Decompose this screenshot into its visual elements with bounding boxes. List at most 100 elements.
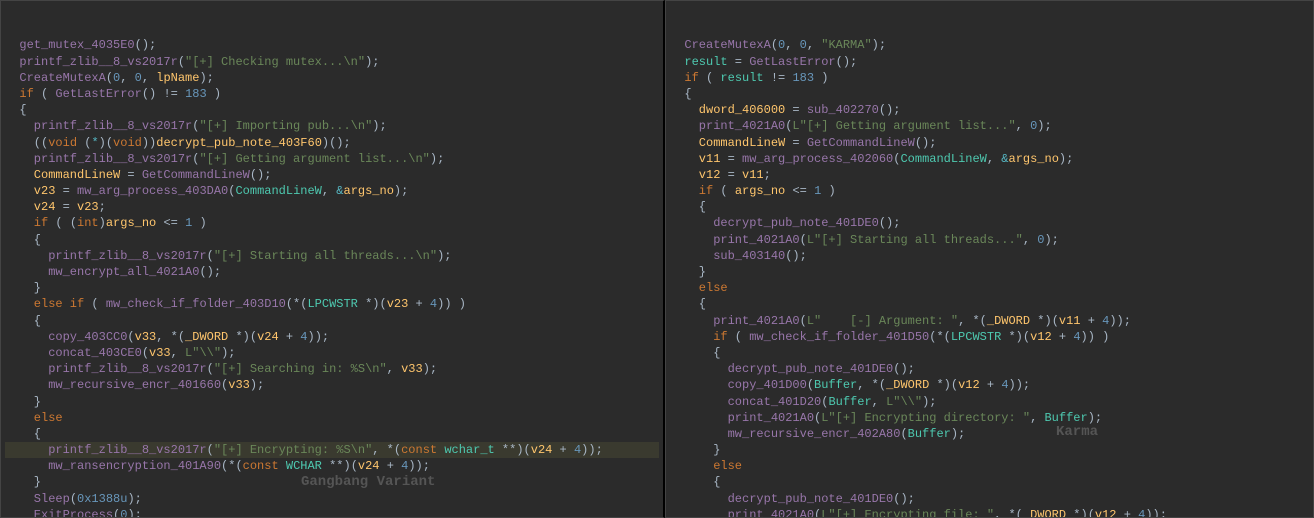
code-token: {	[5, 427, 41, 441]
code-token: v23	[5, 184, 55, 198]
code-token: decrypt_pub_note_401DE0	[670, 216, 879, 230]
code-token: L"[+] Starting all threads..."	[807, 233, 1023, 247]
code-token: 0x1388u	[77, 492, 127, 506]
code-token: );	[437, 249, 451, 263]
code-token: <=	[156, 216, 185, 230]
code-token: =	[728, 55, 750, 69]
code-token: );	[1037, 119, 1051, 133]
code-token: copy_401D00	[670, 378, 807, 392]
code-token: _DWORD	[987, 314, 1030, 328]
code-token: &	[1001, 152, 1008, 166]
code-token: void	[48, 136, 77, 150]
code-token: ,	[987, 152, 1001, 166]
code-line: {	[670, 86, 1309, 102]
code-token: GetLastError	[55, 87, 141, 101]
code-token: {	[670, 475, 720, 489]
code-token: "[+] Searching in: %S\n"	[214, 362, 387, 376]
code-line: if ( GetLastError() != 183 )	[5, 86, 659, 102]
code-line: }	[670, 264, 1309, 280]
code-token: GetCommandLineW	[807, 136, 915, 150]
code-token: =	[55, 200, 77, 214]
code-token: print_4021A0	[670, 314, 800, 328]
code-line: {	[670, 345, 1309, 361]
code-token: mw_check_if_folder_403D10	[106, 297, 286, 311]
code-token: =	[120, 168, 142, 182]
code-token: v11	[670, 152, 720, 166]
code-token: &	[336, 184, 343, 198]
code-token: )) )	[437, 297, 466, 311]
code-line: printf_zlib__8_vs2017r("[+] Encrypting: …	[5, 442, 659, 458]
code-line: decrypt_pub_note_401DE0();	[670, 491, 1309, 507]
code-token: print_4021A0	[670, 233, 800, 247]
code-token: );	[1059, 152, 1073, 166]
code-line: {	[5, 102, 659, 118]
code-token: );	[872, 38, 886, 52]
code-token: result	[670, 55, 728, 69]
code-token: GetCommandLineW	[142, 168, 250, 182]
code-token: CommandLineW	[670, 136, 785, 150]
code-line: }	[670, 442, 1309, 458]
code-line: {	[5, 426, 659, 442]
code-token: L"\\"	[185, 346, 221, 360]
code-token: mw_ransencryption_401A90	[5, 459, 221, 473]
code-token: {	[5, 233, 41, 247]
code-token: )	[192, 216, 206, 230]
code-token: L"[+] Encrypting file: "	[821, 508, 994, 518]
code-token: ));	[581, 443, 603, 457]
code-token: _DWORD	[1023, 508, 1066, 518]
code-token: );	[394, 184, 408, 198]
code-token: =	[720, 152, 742, 166]
code-token: *)(	[358, 297, 387, 311]
code-token: printf_zlib__8_vs2017r	[5, 119, 192, 133]
code-token: mw_arg_process_402060	[742, 152, 893, 166]
code-token: printf_zlib__8_vs2017r	[5, 249, 207, 263]
code-line: mw_encrypt_all_4021A0();	[5, 264, 659, 280]
code-token: else if	[5, 297, 84, 311]
code-line: CommandLineW = GetCommandLineW();	[5, 167, 659, 183]
code-token: LPCWSTR	[951, 330, 1001, 344]
code-token: )	[99, 216, 106, 230]
code-token: args_no	[735, 184, 785, 198]
code-line: else if ( mw_check_if_folder_403D10(*(LP…	[5, 296, 659, 312]
code-token: wchar_t	[444, 443, 494, 457]
code-line: else	[5, 410, 659, 426]
code-token: ();	[250, 168, 272, 182]
code-token: int	[77, 216, 99, 230]
code-token: }	[5, 395, 41, 409]
code-token: Buffer	[828, 395, 871, 409]
code-token: !=	[764, 71, 793, 85]
code-line: concat_401D20(Buffer, L"\\");	[670, 394, 1309, 410]
code-line: printf_zlib__8_vs2017r("[+] Getting argu…	[5, 151, 659, 167]
code-token: printf_zlib__8_vs2017r	[5, 362, 207, 376]
code-token: args_no	[106, 216, 156, 230]
code-line: v12 = v11;	[670, 167, 1309, 183]
code-token: }	[670, 265, 706, 279]
code-token: );	[365, 55, 379, 69]
code-token: print_4021A0	[670, 119, 785, 133]
code-line: dword_406000 = sub_402270();	[670, 102, 1309, 118]
code-token: ,	[322, 184, 336, 198]
code-token: v24	[257, 330, 279, 344]
code-token: (*(	[929, 330, 951, 344]
code-token: ))	[142, 136, 156, 150]
code-token: sub_403140	[670, 249, 785, 263]
code-token: 0	[135, 71, 142, 85]
left-code-lines: get_mutex_4035E0(); printf_zlib__8_vs201…	[5, 37, 659, 518]
code-token: 4	[300, 330, 307, 344]
code-token: "[+] Encrypting: %S\n"	[214, 443, 372, 457]
code-token: )();	[322, 136, 351, 150]
code-token: Buffer	[814, 378, 857, 392]
code-line: if ( (int)args_no <= 1 )	[5, 215, 659, 231]
code-token: L" [-] Argument: "	[807, 314, 958, 328]
code-token: )(	[99, 136, 113, 150]
code-token: ,	[120, 71, 134, 85]
code-token: *	[91, 136, 98, 150]
code-token: ;	[99, 200, 106, 214]
code-token: *)(	[1001, 330, 1030, 344]
code-token: (	[34, 87, 56, 101]
code-token: CommandLineW	[900, 152, 986, 166]
code-token: "KARMA"	[821, 38, 871, 52]
code-token: );	[127, 492, 141, 506]
code-token: "[+] Checking mutex...\n"	[185, 55, 365, 69]
code-token: (	[728, 330, 750, 344]
